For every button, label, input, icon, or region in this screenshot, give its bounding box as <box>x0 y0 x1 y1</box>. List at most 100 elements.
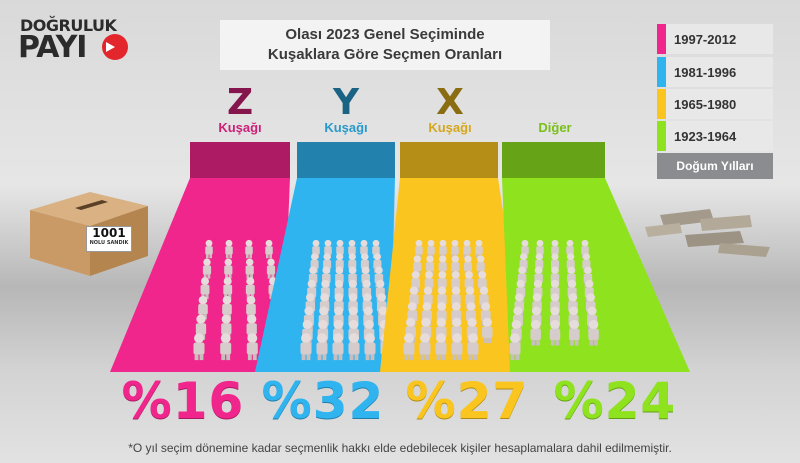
figure-body <box>463 246 471 255</box>
figure-head <box>436 333 446 344</box>
figure-body <box>266 265 276 275</box>
figure-head <box>463 239 471 247</box>
figure-leg <box>555 340 560 346</box>
figure-head <box>521 239 529 247</box>
figure-head <box>373 253 381 261</box>
figure-head <box>246 277 255 286</box>
figure-head <box>586 293 595 302</box>
figure-body <box>424 278 434 288</box>
ballot-box-label: 1001 NOLU SANDIK <box>86 226 132 252</box>
voter-figure-icon <box>435 333 447 361</box>
figure-leg <box>518 326 522 331</box>
figure-leg <box>322 354 327 361</box>
figure-head <box>423 286 433 295</box>
figure-head <box>452 317 462 328</box>
figure-head <box>362 279 371 288</box>
figure-leg <box>306 354 311 361</box>
figure-body <box>411 278 421 288</box>
voter-figure-icon <box>202 258 212 279</box>
figure-leg <box>249 254 252 259</box>
figure-head <box>567 253 575 261</box>
legend-swatch <box>657 57 666 87</box>
voter-figure-icon <box>265 239 273 259</box>
figure-head <box>224 258 232 266</box>
figure-leg <box>271 274 275 279</box>
figure-head <box>587 306 597 316</box>
legend-swatch <box>657 24 666 54</box>
figure-head <box>426 255 434 263</box>
figure-leg <box>229 254 232 259</box>
figure-head <box>465 270 473 279</box>
figure-head <box>534 266 543 275</box>
figure-leg <box>536 340 540 346</box>
logo-line2: PAYI <box>18 30 87 65</box>
title-line1: Olası 2023 Genel Seçiminde <box>285 26 485 43</box>
figure-head <box>582 253 590 261</box>
figure-head <box>422 302 432 311</box>
figure-leg <box>266 254 269 259</box>
figure-body <box>265 246 273 255</box>
footnote: *O yıl seçim dönemine kadar seçmenlik ha… <box>128 441 672 455</box>
figure-head <box>194 333 204 344</box>
figure-body <box>224 265 233 275</box>
voter-figure-icon <box>225 239 233 259</box>
figure-body <box>479 294 489 305</box>
figure-body <box>467 342 479 355</box>
figure-body <box>464 278 474 288</box>
figure-head <box>198 295 208 305</box>
voter-figure-icon <box>482 317 493 344</box>
figure-leg <box>252 354 257 361</box>
category-label: Diğer <box>538 120 572 135</box>
figure-head <box>520 253 528 261</box>
figure-head <box>439 239 447 247</box>
figure-head <box>334 306 344 316</box>
figure-body <box>246 342 258 355</box>
figure-leg <box>354 354 359 361</box>
figure-head <box>513 306 523 316</box>
figure-body <box>451 246 459 255</box>
legend-item: 1997-2012 <box>657 24 773 54</box>
bar-backwall <box>190 142 290 178</box>
figure-head <box>220 333 231 344</box>
figure-head <box>246 295 256 305</box>
figure-leg <box>226 254 229 259</box>
category-letter: Z <box>226 82 254 123</box>
figure-head <box>377 293 386 302</box>
figure-leg <box>269 294 273 299</box>
figure-body <box>360 260 369 269</box>
value-label: %27 <box>405 372 529 430</box>
figure-head <box>568 293 578 302</box>
figure-head <box>348 306 358 316</box>
figure-head <box>581 239 589 247</box>
figure-leg <box>510 354 515 361</box>
figure-head <box>550 306 560 316</box>
figure-leg <box>550 340 555 346</box>
figure-head <box>323 253 331 261</box>
figure-body <box>588 328 599 341</box>
logo-line1: DOĞRULUK <box>20 16 117 35</box>
figure-head <box>452 333 462 344</box>
figure-head <box>376 279 385 288</box>
figure-leg <box>419 254 422 259</box>
legend-label: 1923-1964 <box>674 128 737 144</box>
figure-body <box>222 304 232 315</box>
legend-swatch <box>657 121 666 151</box>
figure-head <box>349 333 359 344</box>
figure-body <box>451 342 463 355</box>
figure-leg <box>476 254 479 259</box>
legend-item: 1923-1964 <box>657 121 773 151</box>
figure-body <box>413 262 422 272</box>
figure-head <box>245 239 253 247</box>
voter-figure-icon <box>220 333 232 361</box>
figure-body <box>364 342 376 355</box>
figure-head <box>361 253 369 261</box>
figure-head <box>585 279 594 288</box>
figure-leg <box>269 254 272 259</box>
figure-head <box>348 319 359 330</box>
figure-head <box>532 293 542 302</box>
voter-figure-icon <box>245 258 254 279</box>
figure-body <box>439 246 447 255</box>
figure-body <box>332 342 344 355</box>
voter-figure-icon <box>364 333 376 361</box>
brand-logo: DOĞRULUK PAYI <box>18 16 130 72</box>
